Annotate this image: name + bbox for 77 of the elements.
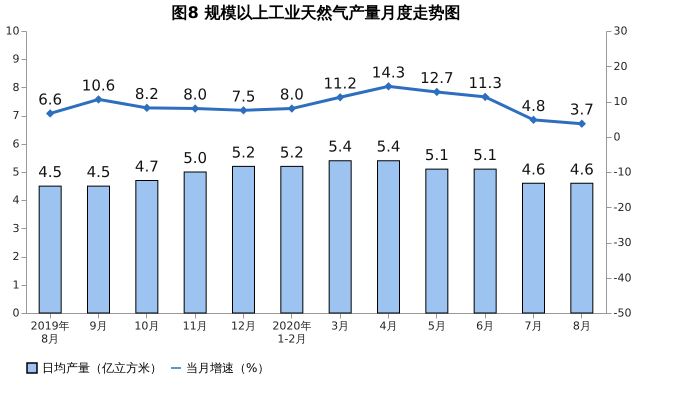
data-label: 5.0 — [183, 149, 208, 167]
x-tick-label: 9月 — [90, 320, 108, 332]
point — [529, 116, 538, 124]
data-label: 8.0 — [183, 86, 208, 104]
bar — [425, 168, 448, 314]
y-tick-label: 10 — [6, 24, 20, 38]
data-label: 5.1 — [424, 146, 449, 164]
x-tick-label: 7月 — [524, 320, 542, 332]
data-label: 11.3 — [468, 74, 502, 92]
bar — [474, 168, 497, 314]
y-tick-label: 5 — [12, 166, 20, 178]
point — [46, 109, 54, 118]
y-tick-label: 7 — [12, 109, 20, 122]
data-label: 5.2 — [232, 143, 256, 162]
point — [384, 82, 393, 91]
y2-tick-label: -10 — [614, 166, 632, 178]
bar — [184, 172, 207, 314]
y2-tick-label: -30 — [614, 236, 632, 249]
bar — [38, 186, 62, 314]
y2-tick-label: 0 — [614, 130, 620, 144]
x-tick-label: 12月 — [231, 320, 256, 332]
bar — [522, 182, 545, 314]
bar — [87, 186, 110, 314]
x-tick-label: 3月 — [331, 320, 350, 332]
y-tick-label: 6 — [12, 137, 20, 150]
bar — [570, 182, 594, 314]
data-label: 6.6 — [38, 90, 62, 108]
data-label: 4.7 — [134, 157, 159, 176]
bar — [280, 166, 304, 314]
bar — [328, 160, 352, 314]
y-tick-label: 9 — [12, 52, 20, 66]
data-label: 8.2 — [134, 84, 159, 103]
data-label: 12.7 — [420, 68, 454, 87]
x-tick-label: 11月 — [182, 320, 208, 332]
data-label: 5.2 — [280, 143, 304, 162]
y2-tick-label: -50 — [614, 306, 632, 320]
x-tick-label: 6月 — [476, 320, 494, 332]
y2-tick-label: -40 — [614, 271, 632, 284]
y2-tick-label: -20 — [614, 200, 632, 214]
x-tick-label: 2019年 8月 — [30, 320, 70, 346]
point — [94, 95, 103, 104]
y-tick-label: 2 — [12, 250, 20, 264]
x-tick-label: 5月 — [428, 320, 446, 332]
x-tick-label: 8月 — [572, 320, 591, 332]
y-tick-label: 1 — [12, 278, 20, 292]
y2-tick-label: 10 — [614, 95, 628, 108]
x-tick-label: 2020年 1-2月 — [272, 320, 312, 346]
data-label: 4.5 — [38, 163, 62, 182]
data-label: 4.6 — [522, 160, 546, 178]
y-tick-label: 0 — [12, 306, 20, 320]
y2-tick-label: 20 — [614, 60, 628, 73]
legend-label: 日均产量（亿立方米） — [42, 361, 162, 375]
data-label: 5.4 — [376, 138, 400, 156]
bar — [135, 180, 158, 314]
chart-title: 图8 规模以上工业天然气产量月度走势图 — [172, 3, 460, 22]
data-label: 5.4 — [328, 138, 352, 156]
bar — [232, 166, 255, 314]
x-tick-label: 4月 — [380, 320, 398, 332]
data-label: 10.6 — [82, 76, 116, 94]
data-label: 4.6 — [570, 160, 594, 178]
data-label: 7.5 — [232, 87, 256, 106]
y2-tick-label: 30 — [614, 24, 628, 38]
data-label: 4.8 — [522, 96, 546, 115]
data-label: 14.3 — [372, 63, 406, 82]
y-tick-label: 4 — [12, 194, 20, 207]
point — [336, 93, 344, 102]
data-label: 4.5 — [86, 163, 110, 182]
y-tick-label: 8 — [12, 80, 20, 94]
data-label: 8.0 — [280, 86, 304, 104]
legend-label: 当月增速（%） — [186, 361, 270, 375]
data-label: 11.2 — [323, 74, 357, 92]
y-tick-label: 3 — [12, 222, 20, 235]
data-label: 5.1 — [473, 146, 498, 164]
point — [288, 104, 296, 113]
x-tick-label: 10月 — [134, 320, 160, 332]
bar — [377, 160, 400, 314]
data-label: 3.7 — [570, 100, 594, 119]
